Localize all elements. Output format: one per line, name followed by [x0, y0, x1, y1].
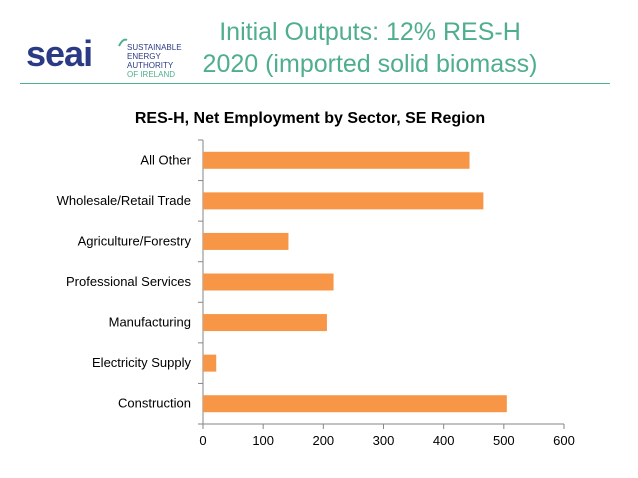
chart-title: RES-H, Net Employment by Sector, SE Regi…	[134, 110, 486, 127]
category-label: Manufacturing	[109, 315, 191, 330]
x-tick-label: 300	[373, 433, 395, 448]
x-tick-label: 200	[312, 433, 334, 448]
logo-line: ENERGY AUTHORITY	[127, 52, 174, 70]
bar	[203, 151, 470, 169]
logo-line: OF IRELAND	[127, 70, 176, 79]
logo-wordmark: seai	[26, 33, 93, 74]
category-label: Construction	[118, 396, 191, 411]
x-tick-label: 400	[433, 433, 455, 448]
bar	[203, 232, 289, 250]
x-tick-label: 0	[199, 433, 206, 448]
category-label: Agriculture/Forestry	[78, 233, 192, 248]
category-label: Electricity Supply	[92, 355, 191, 370]
bar	[203, 395, 507, 413]
slide-title-line2: 2020 (imported solid biomass)	[202, 50, 538, 78]
x-tick-label: 100	[252, 433, 274, 448]
category-label: All Other	[140, 152, 191, 167]
category-label: Wholesale/Retail Trade	[57, 193, 191, 208]
title-divider	[20, 83, 610, 84]
bar	[203, 314, 327, 332]
seai-logo: seai SUSTAINABLE ENERGY AUTHORITY OF IRE…	[26, 36, 186, 80]
bar	[203, 273, 334, 291]
logo-swoosh-icon	[118, 38, 128, 47]
x-tick-label: 500	[493, 433, 515, 448]
x-tick-label: 600	[553, 433, 575, 448]
bar	[203, 354, 217, 372]
slide-title: Initial Outputs: 12% RES-H 2020 (importe…	[190, 16, 550, 80]
logo-tagline: SUSTAINABLE ENERGY AUTHORITY OF IRELAND	[127, 43, 186, 79]
category-label: Professional Services	[66, 274, 191, 289]
slide-title-line1: Initial Outputs: 12% RES-H	[219, 18, 521, 46]
bar	[203, 192, 484, 210]
logo-line: SUSTAINABLE	[127, 43, 182, 52]
